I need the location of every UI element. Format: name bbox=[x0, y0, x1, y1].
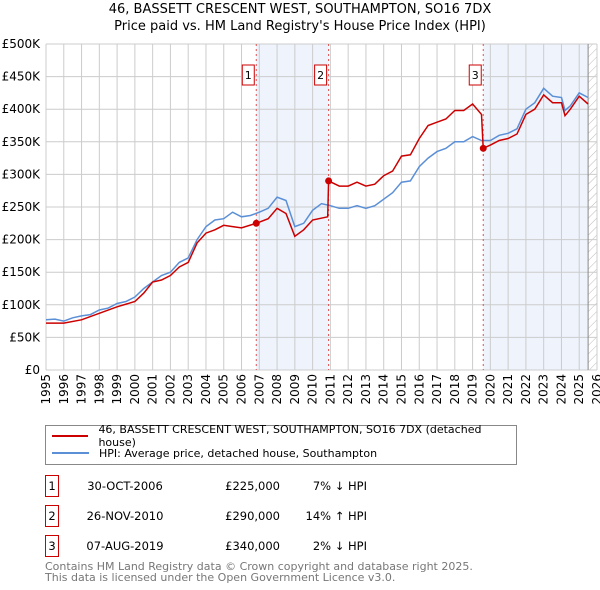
x-tick-label: 2001 bbox=[146, 374, 160, 405]
sale-row: 3 07-AUG-2019 £340,000 2% ↓ HPI bbox=[45, 535, 445, 557]
x-tick-label: 1998 bbox=[92, 374, 106, 405]
x-tick-label: 1999 bbox=[110, 374, 124, 405]
x-tick-label: 2006 bbox=[235, 374, 249, 405]
chart-subtitle: Price paid vs. HM Land Registry's House … bbox=[114, 19, 486, 34]
x-tick-label: 2013 bbox=[359, 374, 373, 405]
chart-title: 46, BASSETT CRESCENT WEST, SOUTHAMPTON, … bbox=[108, 2, 492, 17]
y-tick-label: £350K bbox=[2, 135, 42, 149]
x-tick-label: 2026 bbox=[590, 374, 600, 405]
x-tick-label: 2016 bbox=[412, 374, 426, 405]
legend-label: 46, BASSETT CRESCENT WEST, SOUTHAMPTON, … bbox=[98, 423, 482, 449]
x-tick-label: 2020 bbox=[483, 374, 497, 405]
sale-label-box bbox=[314, 64, 328, 86]
sale-row: 1 30-OCT-2006 £225,000 7% ↓ HPI bbox=[45, 475, 445, 497]
x-tick-label: 2004 bbox=[199, 374, 213, 405]
sale-label-box bbox=[468, 64, 482, 86]
y-tick-label: £150K bbox=[2, 265, 42, 279]
x-tick-label: 2019 bbox=[466, 374, 480, 405]
legend-item-property: 46, BASSETT CRESCENT WEST, SOUTHAMPTON, … bbox=[52, 423, 516, 449]
x-tick-label: 2015 bbox=[394, 374, 408, 405]
x-tick-label: 2005 bbox=[217, 374, 231, 405]
sale-marker-badge: 3 bbox=[45, 535, 59, 557]
y-tick-label: £400K bbox=[2, 102, 42, 116]
sale-date: 07-AUG-2019 bbox=[86, 539, 164, 553]
sale-price: £340,000 bbox=[225, 539, 280, 553]
sale-hpi-diff: 7% ↓ HPI bbox=[312, 479, 367, 493]
sale-point bbox=[479, 144, 487, 152]
sale-label: 2 bbox=[317, 69, 324, 82]
x-tick-label: 2014 bbox=[377, 374, 391, 405]
y-tick-label: £0 bbox=[25, 363, 40, 377]
legend: 46, BASSETT CRESCENT WEST, SOUTHAMPTON, … bbox=[45, 423, 517, 465]
x-tick-label: 2008 bbox=[270, 374, 284, 405]
sale-price: £225,000 bbox=[225, 479, 280, 493]
price-chart: 1995 1996 1997 1998 1999 2000 2001 2002 2003 2004… bbox=[2, 37, 600, 405]
sale-hpi-diff: 2% ↓ HPI bbox=[312, 539, 367, 553]
sale-date: 26-NOV-2010 bbox=[86, 509, 164, 523]
sale-price: £290,000 bbox=[225, 509, 280, 523]
sale-date: 30-OCT-2006 bbox=[87, 479, 163, 493]
x-tick-label: 2003 bbox=[181, 374, 195, 405]
x-tick-label: 2017 bbox=[430, 374, 444, 405]
sale-point bbox=[325, 177, 333, 185]
footer-line: Contains HM Land Registry data © Crown c… bbox=[45, 560, 473, 573]
x-tick-label: 2024 bbox=[554, 374, 568, 405]
series-line bbox=[46, 93, 589, 324]
series-line bbox=[45, 87, 589, 322]
sale-marker-badge: 2 bbox=[45, 505, 59, 527]
x-tick-label: 2018 bbox=[448, 374, 462, 405]
x-tick-label: 2002 bbox=[163, 374, 177, 405]
footer-line: This data is licensed under the Open Gov… bbox=[45, 571, 396, 584]
legend-swatch-red bbox=[52, 435, 89, 437]
y-tick-label: £300K bbox=[2, 167, 42, 181]
sale-label-box bbox=[241, 64, 255, 86]
x-tick-label: 1995 bbox=[39, 374, 53, 405]
y-tick-label: £50K bbox=[9, 330, 41, 344]
x-tick-label: 2022 bbox=[519, 374, 533, 405]
y-tick-label: £450K bbox=[2, 70, 42, 84]
y-tick-label: £500K bbox=[2, 37, 42, 51]
x-tick-label: 1997 bbox=[75, 374, 89, 405]
sale-label: 1 bbox=[245, 69, 252, 82]
legend-swatch-blue bbox=[52, 452, 89, 454]
y-tick-label: £100K bbox=[2, 298, 42, 312]
x-tick-label: 2023 bbox=[537, 374, 551, 405]
sale-point bbox=[252, 219, 260, 227]
x-tick-label: 2009 bbox=[288, 374, 302, 405]
x-tick-label: 2012 bbox=[341, 374, 355, 405]
y-tick-label: £250K bbox=[2, 200, 42, 214]
sale-hpi-diff: 14% ↑ HPI bbox=[305, 509, 367, 523]
sale-marker-badge: 1 bbox=[45, 475, 59, 497]
x-tick-label: 2007 bbox=[252, 374, 266, 405]
x-tick-label: 2011 bbox=[323, 374, 337, 405]
x-tick-label: 2000 bbox=[128, 374, 142, 405]
x-tick-label: 2021 bbox=[501, 374, 515, 405]
legend-item-hpi: HPI: Average price, detached house, Sout… bbox=[52, 445, 377, 461]
x-tick-label: 2010 bbox=[306, 374, 320, 405]
y-tick-label: £200K bbox=[2, 233, 42, 247]
sale-label: 3 bbox=[472, 69, 479, 82]
sale-row: 2 26-NOV-2010 £290,000 14% ↑ HPI bbox=[45, 505, 445, 527]
legend-label: HPI: Average price, detached house, Sout… bbox=[99, 446, 378, 460]
x-tick-label: 1996 bbox=[57, 374, 71, 405]
footer-attribution: Contains HM Land Registry data © Crown c… bbox=[45, 561, 473, 583]
x-tick-label: 2025 bbox=[572, 374, 586, 405]
